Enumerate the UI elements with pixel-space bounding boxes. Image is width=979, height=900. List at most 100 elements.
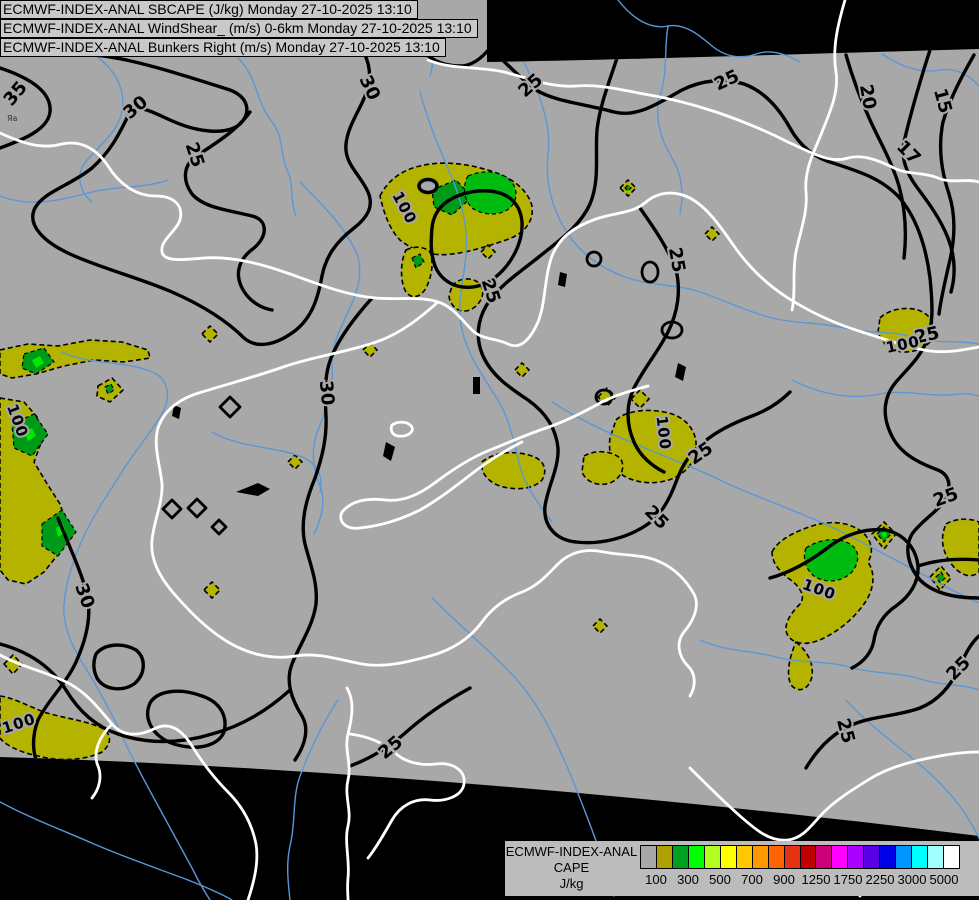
shear-contour <box>0 642 292 744</box>
legend-ticks: 100 300 500 700 900 1250 1750 2250 3000 5000 <box>640 872 970 890</box>
cape-area <box>592 618 608 634</box>
legend-title-line: CAPE <box>553 860 590 875</box>
cape-area <box>203 581 221 599</box>
river <box>431 597 615 897</box>
legend-color-cell <box>880 846 897 868</box>
legend-tick-label: 900 <box>773 872 795 887</box>
legend-color-bar <box>640 845 960 869</box>
shear-mark <box>473 377 480 394</box>
river <box>211 431 322 493</box>
river <box>0 801 233 900</box>
shear-ring <box>640 260 660 284</box>
river <box>79 55 124 203</box>
cape-legend: ECMWF-INDEX-ANAL CAPE J/kg 100 300 500 700 9… <box>505 841 979 896</box>
shear-contour-15 <box>937 53 976 316</box>
shear-ring <box>660 320 684 340</box>
shear-contour-25 <box>183 110 274 312</box>
border <box>339 440 524 530</box>
legend-tick-label: 2250 <box>865 872 895 887</box>
legend-color-cell <box>848 846 865 868</box>
shear-contour-25 <box>348 686 472 768</box>
shear-mark <box>172 405 181 419</box>
cape-area <box>104 383 115 395</box>
legend-color-cell <box>832 846 849 868</box>
legend-tick-label: 100 <box>645 872 667 887</box>
river <box>61 351 211 900</box>
cape-area <box>624 184 632 192</box>
cape-area <box>32 356 44 368</box>
cape-inner-ring <box>417 177 439 195</box>
border <box>345 686 354 900</box>
shear-contour-20 <box>844 53 908 260</box>
title-block: ECMWF-INDEX-ANAL SBCAPE (J/kg) Monday 27… <box>0 0 478 57</box>
cape-area <box>201 325 219 343</box>
legend-color-cell <box>800 846 817 868</box>
shear-contour-loop <box>92 643 145 691</box>
cape-area <box>803 539 859 582</box>
shear-ring <box>210 518 228 536</box>
legend-color-cell <box>768 846 785 868</box>
shear-contour-25 <box>804 634 979 770</box>
river <box>657 25 683 215</box>
border <box>348 732 466 860</box>
river <box>287 699 339 900</box>
shear-contour-25 <box>476 53 792 545</box>
shear-ring <box>585 250 603 268</box>
border <box>90 722 114 800</box>
cape-area <box>24 428 36 441</box>
shear-contour-30 <box>287 296 374 762</box>
contour-label-30: 30 <box>315 380 338 407</box>
legend-tick-label: 500 <box>709 872 731 887</box>
border <box>426 58 979 184</box>
legend-color-cell <box>736 846 753 868</box>
title-sbcape: ECMWF-INDEX-ANAL SBCAPE (J/kg) Monday 27… <box>0 0 418 19</box>
river <box>845 699 979 839</box>
shear-contour-30 <box>31 516 91 762</box>
map-background <box>0 0 979 836</box>
river <box>523 61 979 345</box>
river <box>617 0 801 63</box>
legend-tick-label: 1250 <box>801 872 831 887</box>
title-windshear: ECMWF-INDEX-ANAL WindShear_ (m/s) 0-6km … <box>0 19 478 38</box>
title-bunkers-right: ECMWF-INDEX-ANAL Bunkers Right (m/s) Mon… <box>0 38 446 57</box>
legend-title-line: ECMWF-INDEX-ANAL <box>505 844 638 859</box>
cape-fill-layer <box>0 162 979 761</box>
shear-contour-17 <box>901 48 956 294</box>
shear-contour-25 <box>626 206 681 474</box>
cape-area <box>411 253 425 269</box>
legend-color-cell <box>896 846 913 868</box>
legend-color-cell <box>672 846 689 868</box>
legend-color-cell <box>720 846 737 868</box>
shear-mark <box>236 483 270 496</box>
legend-color-cell <box>784 846 801 868</box>
legend-title: ECMWF-INDEX-ANAL CAPE J/kg <box>505 844 638 892</box>
shear-ring <box>218 395 242 419</box>
shear-mark <box>675 363 686 381</box>
cape-area <box>881 531 887 538</box>
border <box>150 300 698 698</box>
river <box>299 181 361 535</box>
cape-area <box>480 244 496 260</box>
shear-ring <box>161 498 183 520</box>
shear-contour-loop <box>145 689 227 749</box>
legend-color-cell <box>928 846 945 868</box>
border <box>688 750 979 842</box>
border-ring <box>389 420 414 438</box>
river <box>791 379 979 397</box>
shear-contour-loop <box>429 189 524 290</box>
legend-color-cell <box>816 846 833 868</box>
place-label: Яа <box>7 114 18 123</box>
legend-color-cell <box>752 846 769 868</box>
legend-color-cell <box>912 846 929 868</box>
legend-color-cell <box>944 846 960 868</box>
legend-color-cell <box>688 846 705 868</box>
legend-tick-label: 3000 <box>897 872 927 887</box>
shear-contour-layer <box>0 42 979 770</box>
shear-contour-30 <box>31 42 373 347</box>
shear-mark <box>383 442 395 461</box>
shear-contour <box>916 557 979 568</box>
river <box>551 401 979 604</box>
legend-color-cell <box>864 846 881 868</box>
